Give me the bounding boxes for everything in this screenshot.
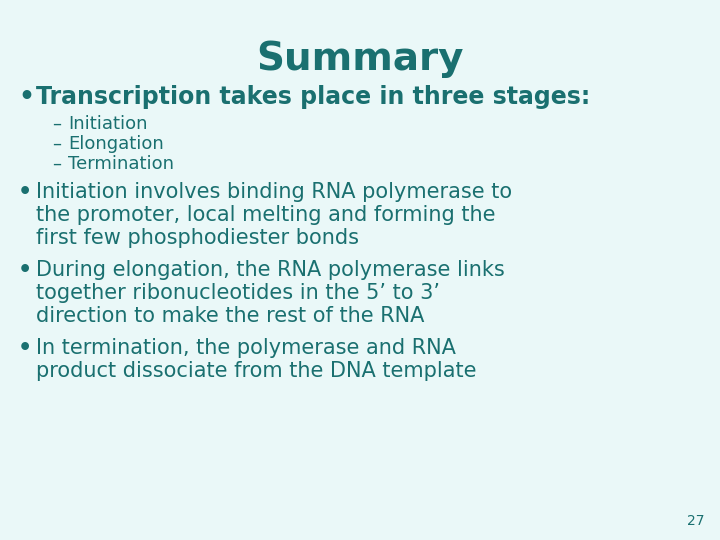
Text: –: – (52, 135, 61, 153)
Text: Initiation involves binding RNA polymerase to: Initiation involves binding RNA polymera… (36, 182, 512, 202)
Text: •: • (18, 85, 34, 109)
Text: •: • (18, 260, 32, 280)
Text: Elongation: Elongation (68, 135, 163, 153)
Text: first few phosphodiester bonds: first few phosphodiester bonds (36, 228, 359, 248)
Text: –: – (52, 115, 61, 133)
Text: •: • (18, 182, 32, 202)
Text: 27: 27 (688, 514, 705, 528)
Text: During elongation, the RNA polymerase links: During elongation, the RNA polymerase li… (36, 260, 505, 280)
Text: Termination: Termination (68, 155, 174, 173)
Text: the promoter, local melting and forming the: the promoter, local melting and forming … (36, 205, 495, 225)
Text: product dissociate from the DNA template: product dissociate from the DNA template (36, 361, 477, 381)
Text: direction to make the rest of the RNA: direction to make the rest of the RNA (36, 306, 424, 326)
Text: Initiation: Initiation (68, 115, 148, 133)
Text: –: – (52, 155, 61, 173)
Text: together ribonucleotides in the 5’ to 3’: together ribonucleotides in the 5’ to 3’ (36, 283, 440, 303)
Text: •: • (18, 338, 32, 357)
Text: Summary: Summary (256, 40, 464, 78)
Text: Transcription takes place in three stages:: Transcription takes place in three stage… (36, 85, 590, 109)
Text: In termination, the polymerase and RNA: In termination, the polymerase and RNA (36, 338, 456, 357)
